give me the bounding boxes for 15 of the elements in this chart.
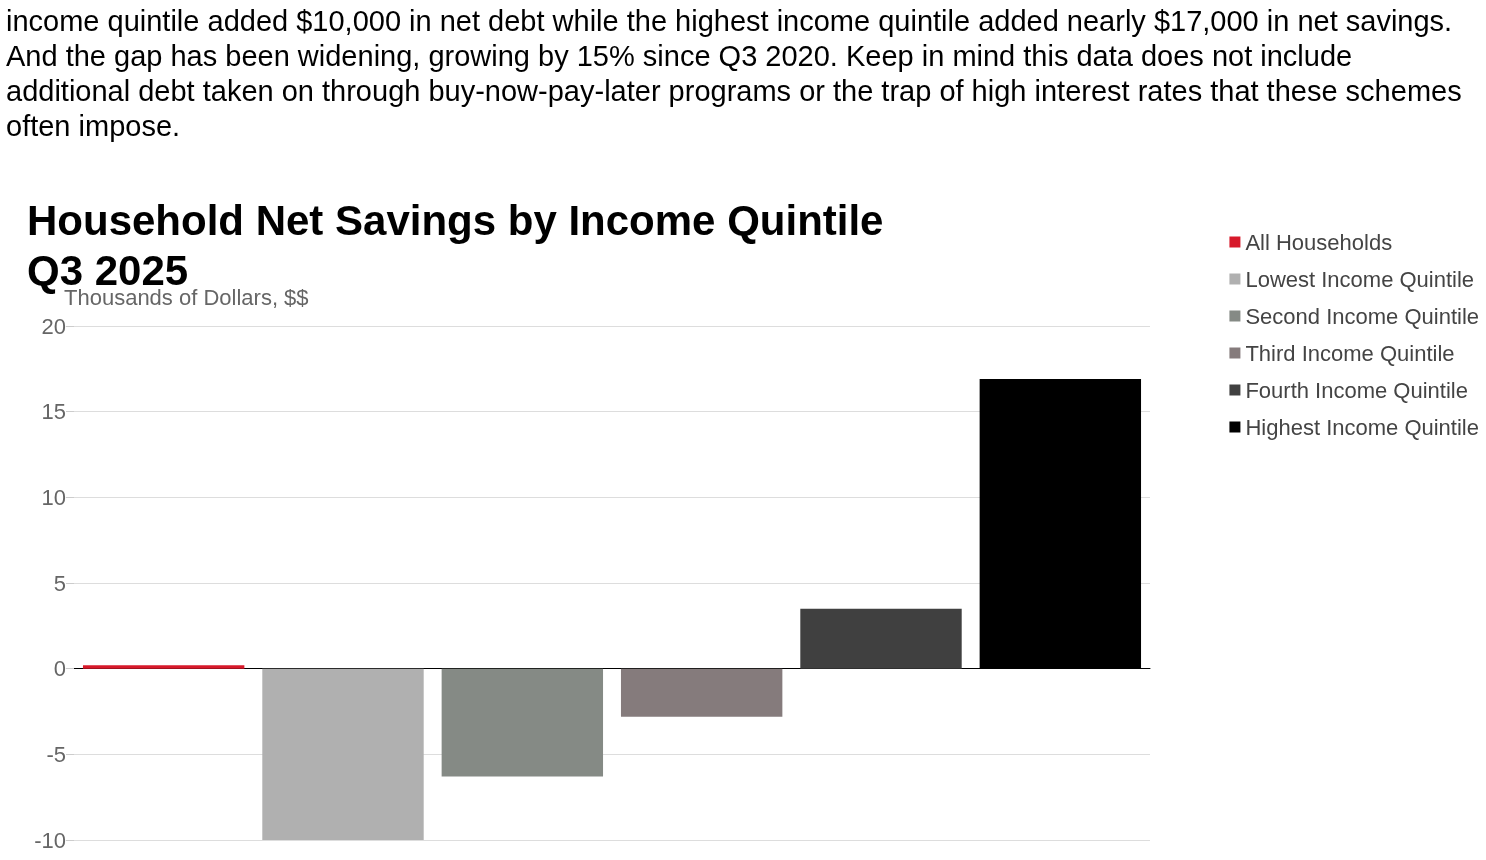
y-tick-label: -10 <box>34 827 66 853</box>
legend-label: Third Income Quintile <box>1245 340 1455 366</box>
legend-label: Lowest Income Quintile <box>1245 266 1475 292</box>
legend-label: Fourth Income Quintile <box>1245 377 1468 403</box>
y-tick-label: 15 <box>41 399 66 425</box>
chart-title: Household Net Savings by Income Quintile <box>27 196 884 244</box>
y-tick-label: 5 <box>53 570 66 596</box>
legend-label: All Households <box>1245 229 1393 255</box>
y-tick-label: 10 <box>41 484 66 510</box>
y-tick-label: -5 <box>46 741 66 767</box>
legend-label: Highest Income Quintile <box>1245 414 1479 440</box>
text: income quintile added $10,000 in net debt while the highest income quintile added nearly $17,000 in net savings. And the gap has been widening, growing by 15% since Q3 2020. Keep in mind this data does not include additional debt taken on through buy-now-pay-later programs or the trap of high interest rates that these schemes often impose. <box>6 4 1463 144</box>
y-tick-label: 20 <box>41 313 66 339</box>
y-tick-label: 0 <box>53 656 66 682</box>
legend-label: Second Income Quintile <box>1245 303 1479 329</box>
